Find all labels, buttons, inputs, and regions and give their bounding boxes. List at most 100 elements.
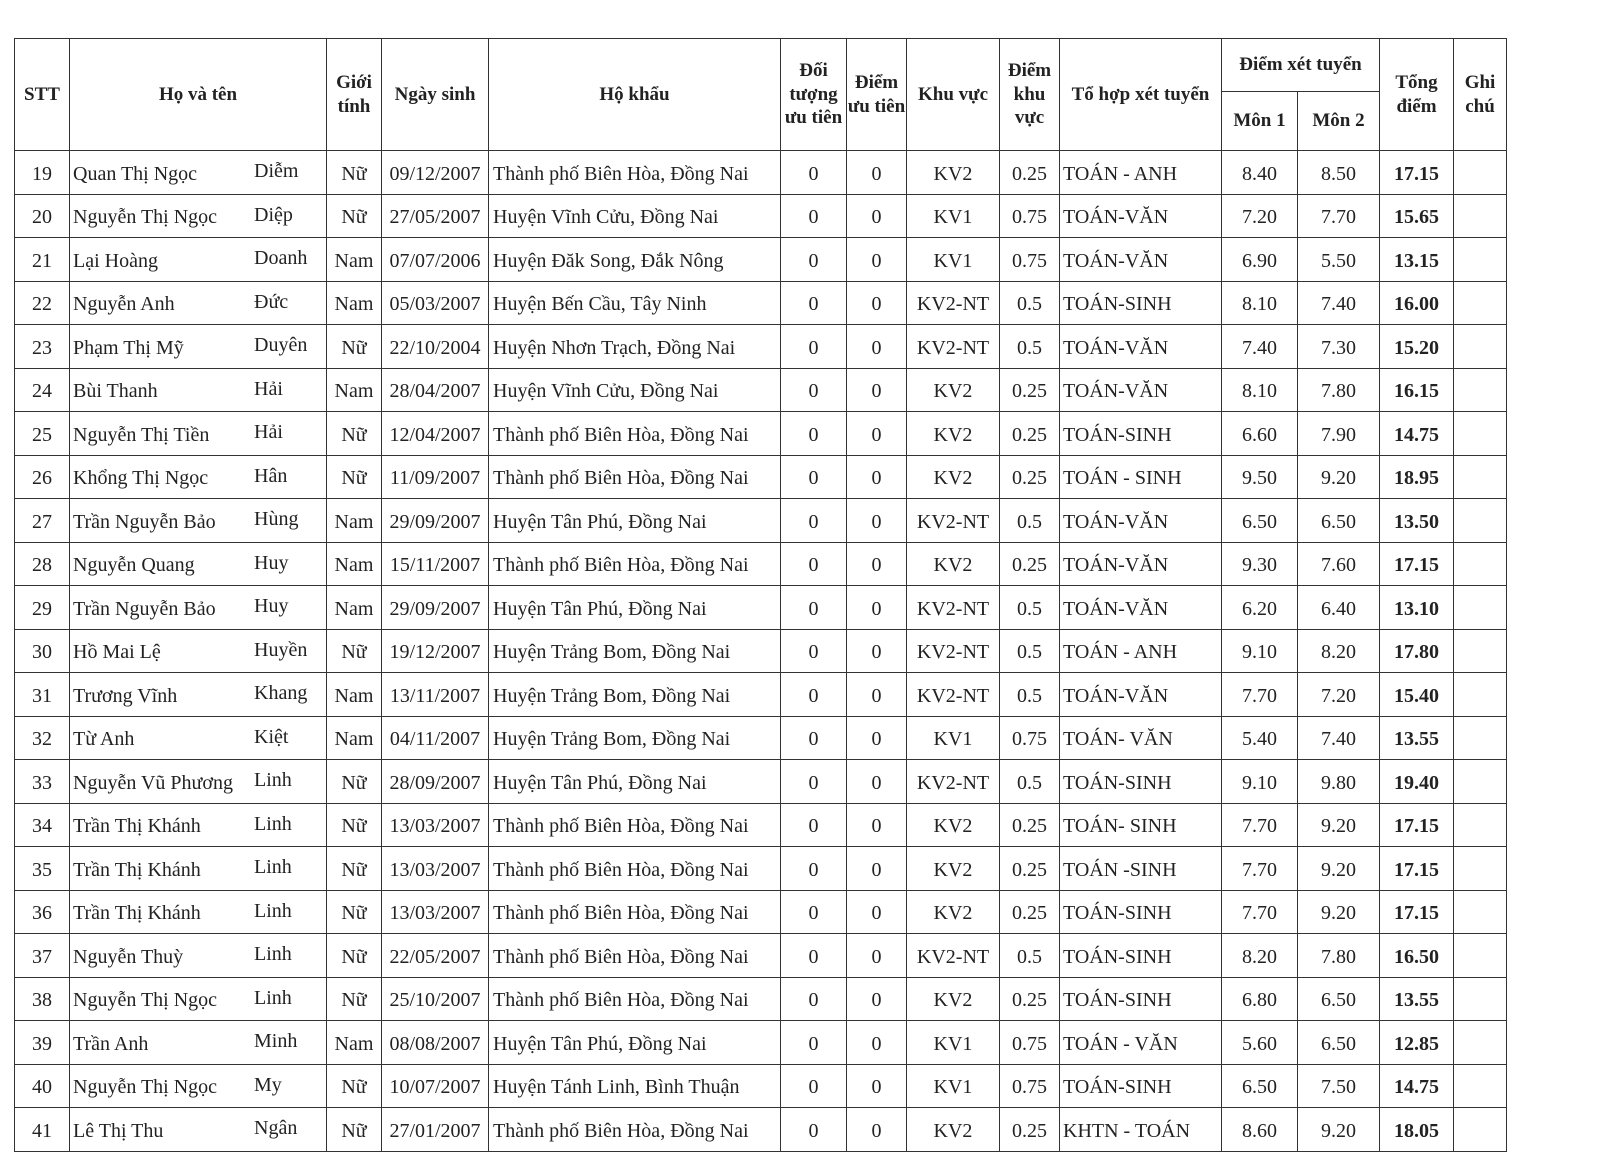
combo-cell: TOÁN-SINH [1059,889,1222,934]
region-score-cell: 0.5 [999,280,1060,325]
combo-cell: TOÁN-VĂN [1059,324,1222,369]
region-cell: KV2-NT [906,498,1000,543]
header-region: Khu vực [906,38,1000,151]
stt-cell: 38 [14,976,70,1021]
address-cell: Huyện Đăk Song, Đắk Nông [488,237,781,282]
priority-group-cell: 0 [780,237,847,282]
given-name: Kiệt [254,725,289,748]
region-cell: KV2 [906,846,1000,891]
subject2-cell: 7.60 [1297,541,1380,586]
gender-cell: Nữ [326,976,382,1021]
priority-score-cell: 0 [846,1063,907,1108]
table-row: 20 Nguyễn Thị Ngọc Diệp Nữ 27/05/2007 Huyện V… [14,193,1507,238]
stt-cell: 23 [14,324,70,369]
header-total: Tổng điểm [1379,38,1454,151]
region-score-cell: 0.25 [999,846,1060,891]
surname: Nguyễn Thị Ngọc [73,989,218,1012]
given-name: Ngân [254,1117,298,1139]
total-cell: 13.55 [1379,715,1454,760]
subject2-cell: 7.50 [1297,1063,1380,1108]
subject1-cell: 6.90 [1221,237,1298,282]
note-cell [1453,672,1507,717]
given-name: Linh [254,769,292,791]
stt-cell: 31 [14,672,70,717]
header-admission-score: Điểm xét tuyển [1221,38,1380,92]
combo-cell: TOÁN-SINH [1059,411,1222,456]
address-cell: Thành phố Biên Hòa, Đồng Nai [488,150,781,195]
total-cell: 17.15 [1379,889,1454,934]
gender-cell: Nữ [326,324,382,369]
total-cell: 13.55 [1379,976,1454,1021]
priority-score-cell: 0 [846,498,907,543]
given-name: Hùng [254,508,299,530]
name-cell: Nguyễn Thị Ngọc My [69,1063,327,1108]
address-cell: Huyện Tân Phú, Đồng Nai [488,585,781,630]
dob-cell: 22/10/2004 [381,324,489,369]
name-cell: Nguyễn Thuỳ Linh [69,933,327,978]
gender-cell: Nữ [326,846,382,891]
name-cell: Trần Thị Khánh Linh [69,802,327,847]
table-row: 22 Nguyễn Anh Đức Nam 05/03/2007 Huyện Bến Cầ… [14,280,1507,325]
address-cell: Huyện Tân Phú, Đồng Nai [488,759,781,804]
dob-cell: 04/11/2007 [381,715,489,760]
stt-cell: 21 [14,237,70,282]
surname: Nguyễn Quang [73,554,195,577]
subject2-cell: 7.80 [1297,933,1380,978]
total-cell: 17.15 [1379,802,1454,847]
address-cell: Thành phố Biên Hòa, Đồng Nai [488,411,781,456]
total-cell: 19.40 [1379,759,1454,804]
region-score-cell: 0.75 [999,1020,1060,1065]
gender-cell: Nam [326,367,382,412]
surname: Trần Thị Khánh [73,815,201,838]
subject2-cell: 7.80 [1297,367,1380,412]
header-stt: STT [14,38,70,151]
table-row: 32 Từ Anh Kiệt Nam 04/11/2007 Huyện Trảng Bom… [14,715,1507,760]
region-score-cell: 0.75 [999,237,1060,282]
subject2-cell: 7.90 [1297,411,1380,456]
dob-cell: 29/09/2007 [381,585,489,630]
stt-cell: 35 [14,846,70,891]
priority-group-cell: 0 [780,193,847,238]
gender-cell: Nam [326,541,382,586]
table-row: 38 Nguyễn Thị Ngọc Linh Nữ 25/10/2007 Thành p… [14,976,1507,1021]
total-cell: 13.10 [1379,585,1454,630]
subject2-cell: 9.20 [1297,1107,1380,1152]
surname: Nguyễn Thị Tiền [73,423,210,446]
given-name: Hân [254,464,288,487]
region-score-cell: 0.25 [999,367,1060,412]
subject2-cell: 9.20 [1297,454,1380,499]
total-cell: 18.05 [1379,1107,1454,1152]
given-name: Diễm [254,160,299,182]
region-score-cell: 0.5 [999,498,1060,543]
table-row: 29 Trần Nguyễn Bảo Huy Nam 29/09/2007 Huyện T… [14,585,1507,630]
combo-cell: TOÁN-SINH [1059,759,1222,804]
stt-cell: 24 [14,367,70,412]
combo-cell: TOÁN - VĂN [1059,1020,1222,1065]
priority-group-cell: 0 [780,1107,847,1152]
region-score-cell: 0.5 [999,672,1060,717]
region-cell: KV2 [906,1107,1000,1152]
subject1-cell: 7.70 [1221,889,1298,934]
header-address: Hộ khẩu [488,38,781,151]
priority-score-cell: 0 [846,933,907,978]
combo-cell: TOÁN-VĂN [1059,367,1222,412]
stt-cell: 41 [14,1107,70,1152]
combo-cell: TOÁN-SINH [1059,1063,1222,1108]
header-region-score: Điểm khu vực [999,38,1060,151]
note-cell [1453,1063,1507,1108]
region-cell: KV2 [906,802,1000,847]
priority-group-cell: 0 [780,498,847,543]
priority-group-cell: 0 [780,976,847,1021]
priority-score-cell: 0 [846,454,907,499]
dob-cell: 22/05/2007 [381,933,489,978]
name-cell: Quan Thị Ngọc Diễm [69,150,327,195]
stt-cell: 37 [14,933,70,978]
header-priority-score: Điểm ưu tiên [846,38,907,151]
surname: Trần Nguyễn Bảo [73,510,216,533]
subject2-cell: 9.20 [1297,889,1380,934]
stt-cell: 25 [14,411,70,456]
table-row: 26 Khổng Thị Ngọc Hân Nữ 11/09/2007 Thành phố… [14,454,1507,499]
dob-cell: 25/10/2007 [381,976,489,1021]
priority-group-cell: 0 [780,1020,847,1065]
region-score-cell: 0.25 [999,454,1060,499]
